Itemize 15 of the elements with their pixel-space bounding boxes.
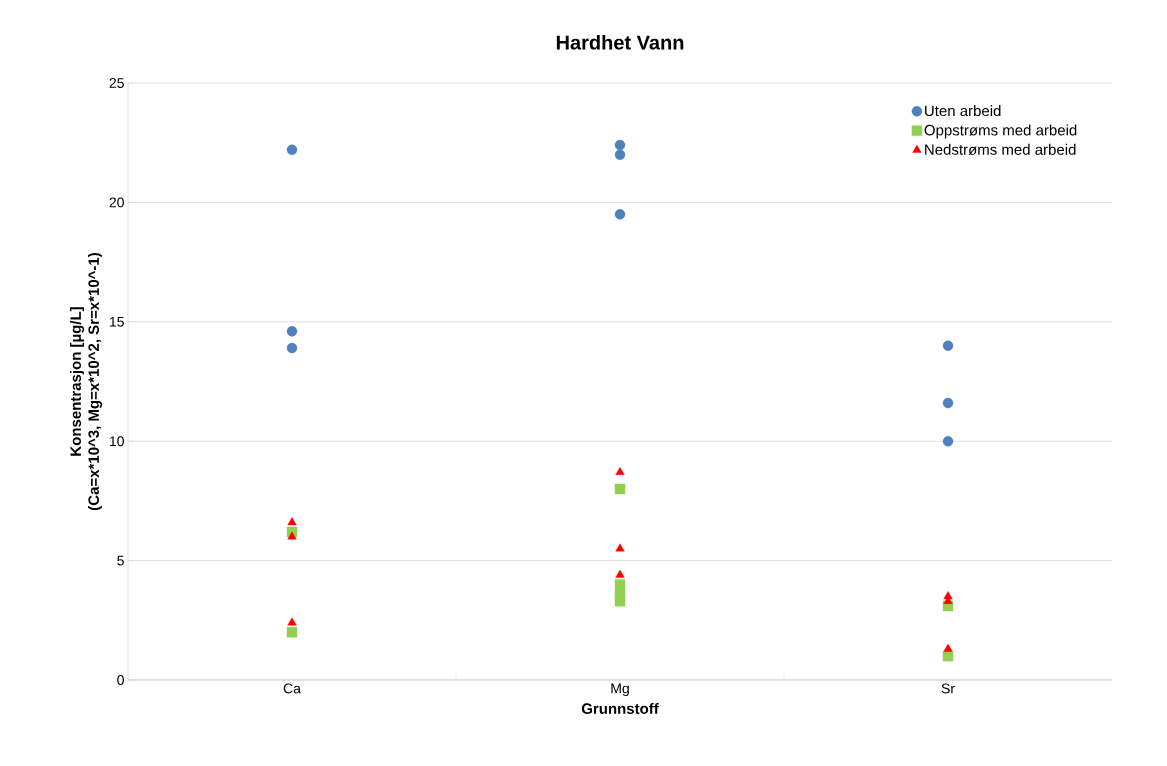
- y-tick-label: 0: [117, 675, 124, 685]
- x-tick-label: Sr: [941, 683, 955, 694]
- y-tick-label: 15: [109, 316, 124, 327]
- y-tick-label: 20: [109, 197, 124, 208]
- chart-title: Hardhet Vann: [556, 34, 684, 50]
- y-tick-label: 25: [109, 78, 124, 88]
- y-axis-title: Konsentrasjon [µg/L] (Ca=x*10^3, Mg=x*10^2, Sr=x*10^-1): [69, 253, 103, 510]
- x-tick-label: Mg: [611, 683, 629, 697]
- legend-label: Oppstrøms med arbeid: [924, 124, 1077, 139]
- x-tick-label: Ca: [283, 683, 301, 694]
- legend-label: Uten arbeid: [925, 105, 1001, 117]
- legend-label: Nedstrøms med arbeid: [925, 143, 1076, 155]
- x-axis-title: Grunnstoff: [581, 702, 659, 714]
- y-tick-label: 10: [109, 436, 124, 447]
- y-tick-label: 5: [117, 555, 124, 566]
